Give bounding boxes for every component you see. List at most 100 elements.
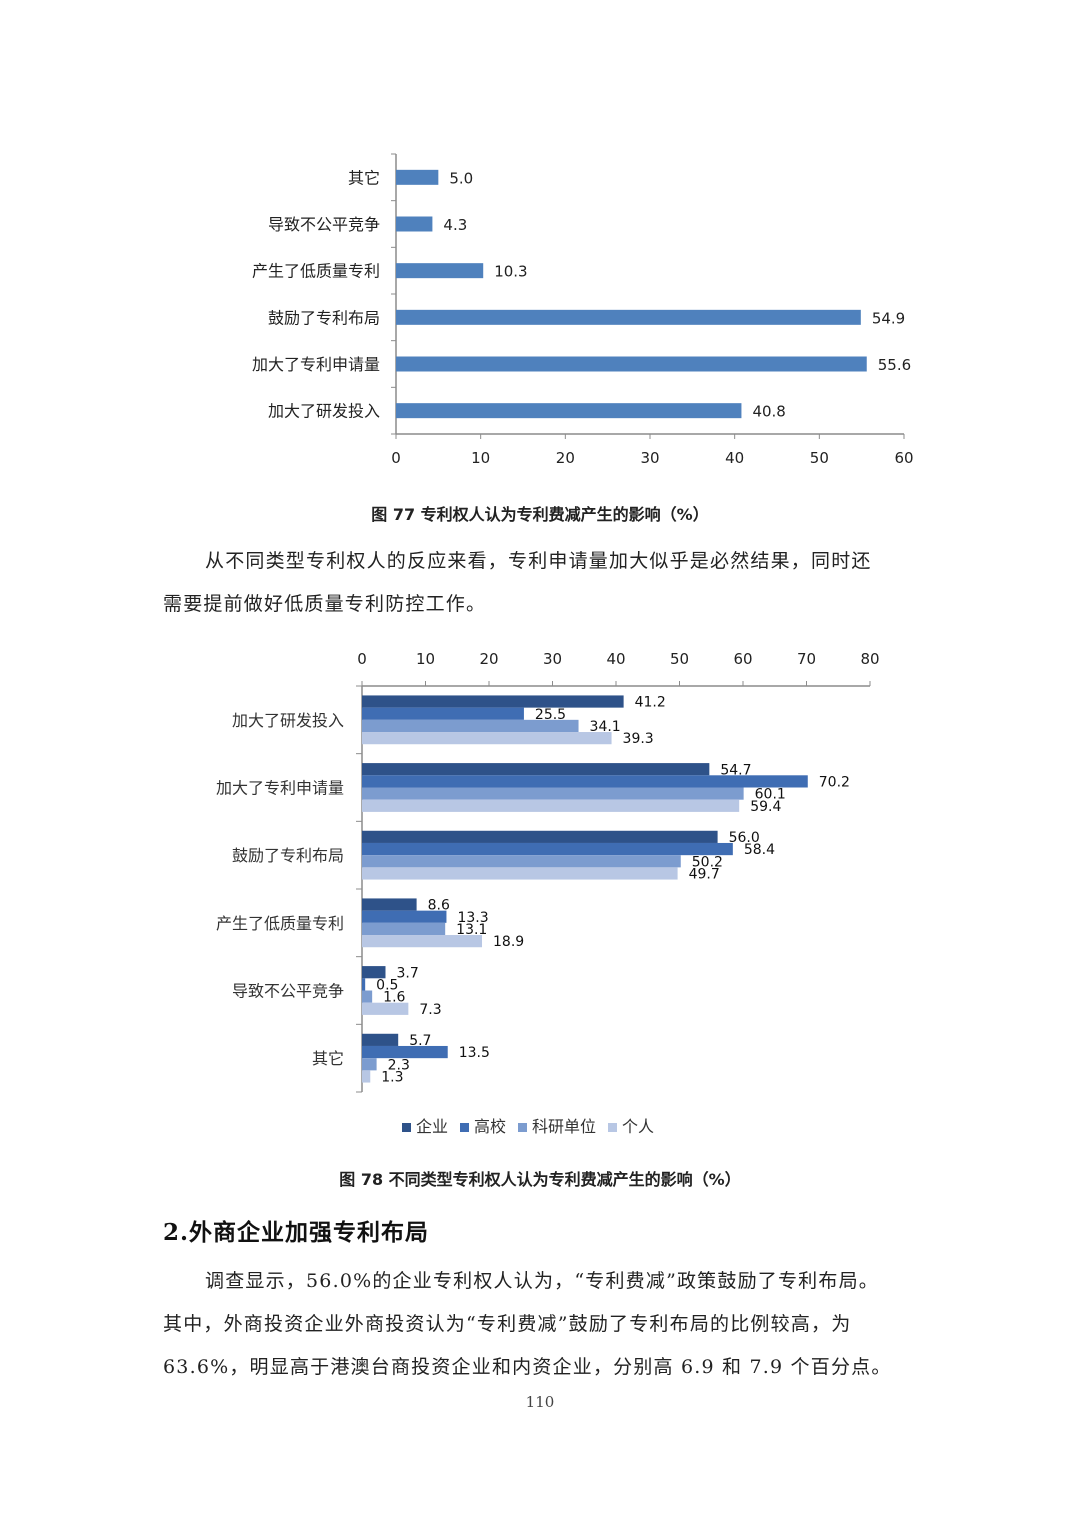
- data-label: 1.6: [383, 990, 405, 1006]
- category-label: 加大了研发投入: [268, 402, 380, 421]
- bar-3: [362, 867, 678, 880]
- data-label: 54.9: [872, 309, 905, 327]
- bar-1: [362, 842, 733, 856]
- legend-label: 个人: [622, 1117, 654, 1136]
- bar: [396, 216, 433, 232]
- data-label: 49.7: [689, 867, 720, 883]
- x-tick-label: 50: [670, 650, 689, 668]
- data-label: 60.1: [755, 787, 786, 803]
- x-tick-label: 30: [640, 449, 659, 467]
- paragraph-2-line-2: 其中，外商投资企业外商投资认为“专利费减”鼓励了专利布局的比例较高，为: [163, 1313, 852, 1335]
- category-label: 导致不公平竞争: [268, 215, 380, 234]
- bar-0: [362, 898, 417, 911]
- data-label: 56.0: [729, 830, 760, 846]
- category-label: 其它: [348, 168, 380, 187]
- x-tick-label: 40: [606, 650, 625, 668]
- bar-1: [362, 1045, 448, 1059]
- data-label: 50.2: [692, 854, 723, 870]
- bar-2: [362, 922, 446, 936]
- data-label: 58.4: [744, 842, 775, 858]
- figure-78-caption: 图 78 不同类型专利权人认为专利费减产生的影响（%）: [339, 1170, 741, 1189]
- data-label: 70.2: [819, 775, 850, 791]
- data-label: 5.7: [409, 1033, 431, 1049]
- category-label: 导致不公平竞争: [232, 982, 344, 1001]
- page-number: 110: [525, 1393, 555, 1411]
- bar: [396, 309, 861, 325]
- bar-2: [362, 990, 373, 1003]
- data-label: 59.4: [750, 799, 781, 815]
- x-tick-label: 80: [860, 650, 879, 668]
- bar-3: [362, 935, 483, 948]
- data-label: 3.7: [396, 965, 418, 981]
- category-label: 鼓励了专利布局: [232, 846, 344, 865]
- bar-2: [362, 855, 681, 868]
- x-tick-label: 10: [416, 650, 435, 668]
- bar-0: [362, 1033, 399, 1046]
- bar: [396, 169, 439, 185]
- legend-swatch: [460, 1123, 469, 1132]
- bar-3: [362, 732, 612, 745]
- bar-3: [362, 1002, 409, 1015]
- chart-77: 0 10 20 30 40 50 60 其它 5.0 导致不公平竞争 4.3 产生了低质量专利 10.3…: [252, 153, 914, 467]
- x-tick-label: 0: [391, 449, 401, 467]
- paragraph-1: 从不同类型专利权人的反应来看，专利申请量加大似乎是必然结果，同时还 需要提前做好…: [163, 540, 923, 626]
- bar: [396, 263, 484, 279]
- data-label: 25.5: [535, 707, 566, 723]
- bar-1: [362, 978, 366, 991]
- paragraph-1-line-2: 需要提前做好低质量专利防控工作。: [163, 593, 487, 615]
- bar-3: [362, 1070, 371, 1083]
- category-label: 产生了低质量专利: [216, 914, 344, 933]
- section-heading: 2.外商企业加强专利布局: [163, 1219, 430, 1246]
- data-label: 5.0: [449, 169, 473, 187]
- bar-0: [362, 695, 624, 708]
- data-label: 2.3: [388, 1057, 410, 1073]
- category-label: 鼓励了专利布局: [268, 308, 380, 327]
- bar: [396, 403, 742, 419]
- data-label: 8.6: [428, 898, 450, 914]
- legend-label: 科研单位: [532, 1117, 596, 1136]
- bar-2: [362, 787, 744, 800]
- data-label: 13.1: [456, 922, 487, 938]
- category-label: 其它: [312, 1049, 344, 1068]
- bar-2: [362, 719, 579, 733]
- x-tick-label: 20: [479, 650, 498, 668]
- legend-label: 高校: [474, 1117, 506, 1136]
- bar-2: [362, 1058, 377, 1071]
- data-label: 40.8: [752, 403, 785, 421]
- bar-1: [362, 910, 447, 923]
- x-tick-label: 50: [810, 449, 829, 467]
- bar-0: [362, 966, 386, 979]
- data-label: 18.9: [493, 934, 524, 950]
- data-label: 10.3: [494, 263, 527, 281]
- data-label: 13.5: [459, 1045, 490, 1061]
- bar-1: [362, 707, 524, 720]
- paragraph-2-line-3: 63.6%，明显高于港澳台商投资企业和内资企业，分别高 6.9 和 7.9 个百…: [163, 1356, 892, 1378]
- data-label: 55.6: [878, 356, 911, 374]
- legend-swatch: [518, 1123, 527, 1132]
- paragraph-2: 调查显示，56.0%的企业专利权人认为，“专利费减”政策鼓励了专利布局。 其中，…: [163, 1260, 923, 1389]
- figure-77-caption: 图 77 专利权人认为专利费减产生的影响（%）: [371, 505, 709, 524]
- data-label: 41.2: [635, 695, 666, 711]
- legend-swatch: [608, 1123, 617, 1132]
- bar-0: [362, 763, 710, 776]
- x-tick-label: 60: [894, 449, 913, 467]
- legend-swatch: [402, 1123, 411, 1132]
- x-tick-label: 20: [556, 449, 575, 467]
- x-tick-label: 0: [357, 650, 367, 668]
- data-label: 13.3: [457, 910, 488, 926]
- bar-3: [362, 799, 740, 812]
- x-tick-label: 60: [733, 650, 752, 668]
- paragraph-1-line-1: 从不同类型专利权人的反应来看，专利申请量加大似乎是必然结果，同时还: [205, 550, 872, 572]
- data-label: 4.3: [443, 216, 467, 234]
- x-tick-label: 70: [797, 650, 816, 668]
- data-label: 7.3: [419, 1002, 441, 1018]
- data-label: 54.7: [720, 762, 751, 778]
- data-label: 34.1: [590, 719, 621, 735]
- legend-label: 企业: [416, 1117, 448, 1136]
- x-tick-label: 10: [471, 449, 490, 467]
- data-label: 1.3: [381, 1070, 403, 1086]
- bar-1: [362, 775, 808, 788]
- chart-78: 0 10 20 30 40 50 60 70 80 加大了研发投入 41.2 25.5 34.139.3…: [216, 650, 880, 1136]
- category-label: 产生了低质量专利: [252, 262, 380, 281]
- x-tick-label: 40: [725, 449, 744, 467]
